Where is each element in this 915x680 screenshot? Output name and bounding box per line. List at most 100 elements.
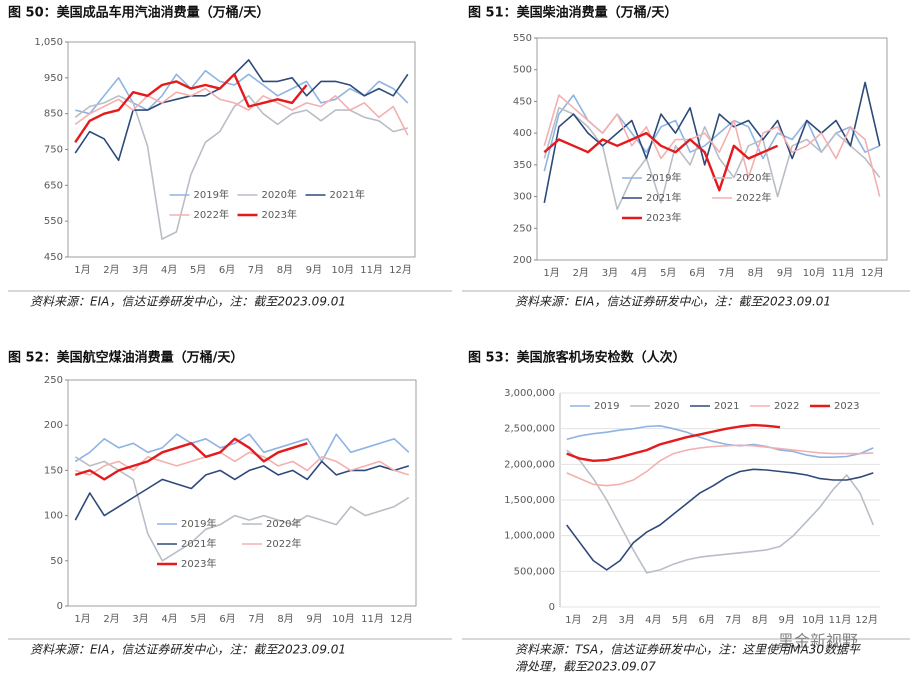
- x-tick-label: 11月: [829, 614, 852, 626]
- x-tick-label: 9月: [306, 264, 322, 276]
- series-line: [75, 69, 409, 115]
- x-tick-label: 12月: [390, 613, 413, 625]
- x-tick-label: 2月: [592, 614, 608, 626]
- legend-label: 2019: [594, 401, 619, 412]
- chart-panel: 图 50：美国成品车用汽油消费量（万桶/天） 资料来源：EIA，信达证券研发中心，…: [8, 5, 452, 309]
- x-tick-label: 4月: [645, 614, 661, 626]
- x-tick-label: 6月: [219, 264, 235, 276]
- source-note: 滑处理，截至2023.09.07: [515, 660, 656, 674]
- x-tick-label: 9月: [778, 614, 794, 626]
- x-tick-label: 2月: [103, 613, 119, 625]
- y-tick-label: 1,500,000: [504, 495, 555, 506]
- series-line: [543, 107, 881, 211]
- legend-label: 2020年: [262, 188, 297, 201]
- x-tick-label: 12月: [861, 267, 884, 279]
- x-tick-label: 1月: [74, 613, 90, 625]
- legend-label: 2021年: [330, 188, 365, 201]
- legend-label: 2023年: [181, 557, 216, 570]
- x-tick-label: 5月: [660, 267, 676, 279]
- legend-label: 2021: [714, 401, 739, 412]
- x-tick-label: 3月: [132, 613, 148, 625]
- plot-frame: [536, 37, 888, 261]
- x-tick-label: 1月: [565, 614, 581, 626]
- series-line: [74, 95, 408, 240]
- y-tick-label: 450: [513, 96, 532, 107]
- x-tick-label: 11月: [360, 264, 383, 276]
- x-tick-label: 1月: [543, 267, 559, 279]
- y-tick-label: 450: [44, 252, 63, 263]
- y-tick-label: 550: [44, 216, 63, 227]
- x-tick-label: 3月: [132, 264, 148, 276]
- chart-title: 图 53：美国旅客机场安检数（人次）: [468, 350, 686, 366]
- series-line: [74, 87, 409, 136]
- series-line: [74, 433, 410, 463]
- series-line: [543, 81, 881, 204]
- x-tick-label: 2月: [573, 267, 589, 279]
- source-note: 资料来源：EIA，信达证券研发中心，注：截至2023.09.01: [30, 643, 346, 657]
- source-note: 资料来源：EIA，信达证券研发中心，注：截至2023.09.01: [30, 295, 346, 309]
- y-tick-label: 950: [44, 73, 63, 84]
- series-line: [566, 449, 875, 574]
- x-tick-label: 10月: [332, 613, 355, 625]
- y-tick-label: 150: [44, 465, 63, 476]
- x-tick-label: 10月: [331, 264, 354, 276]
- legend-label: 2021年: [181, 537, 216, 550]
- y-tick-label: 500: [513, 65, 532, 76]
- legend-label: 2022年: [194, 208, 229, 221]
- x-tick-label: 8月: [748, 267, 764, 279]
- chart-title: 图 52：美国航空煤油消费量（万桶/天）: [8, 350, 243, 366]
- legend-label: 2022年: [266, 537, 301, 550]
- y-tick-label: 200: [44, 420, 63, 431]
- x-tick-label: 8月: [752, 614, 768, 626]
- y-tick-label: 1,050: [34, 37, 63, 48]
- x-tick-label: 3月: [618, 614, 634, 626]
- x-tick-label: 11月: [361, 613, 384, 625]
- y-tick-label: 500,000: [514, 566, 555, 577]
- y-tick-label: 200: [513, 255, 532, 266]
- x-tick-label: 9月: [306, 613, 322, 625]
- series-line: [75, 451, 410, 476]
- series-line: [543, 94, 881, 197]
- series-line: [566, 423, 781, 462]
- watermark: 黑金新视野: [778, 632, 858, 651]
- y-tick-label: 100: [44, 511, 63, 522]
- x-tick-label: 4月: [161, 613, 177, 625]
- x-tick-label: 10月: [802, 614, 825, 626]
- y-tick-label: 1,000,000: [504, 531, 555, 542]
- chart-panel: 图 51：美国柴油消费量（万桶/天） 资料来源：EIA，信达证券研发中心，注：截至…: [462, 5, 910, 309]
- x-tick-label: 7月: [725, 614, 741, 626]
- y-tick-label: 550: [513, 33, 532, 44]
- x-tick-label: 4月: [631, 267, 647, 279]
- legend-label: 2020年: [266, 517, 301, 530]
- x-tick-label: 6月: [698, 614, 714, 626]
- series-line: [543, 131, 779, 192]
- legend-label: 2021年: [646, 191, 681, 204]
- x-tick-label: 8月: [277, 613, 293, 625]
- x-tick-label: 5月: [190, 613, 206, 625]
- legend-label: 2019年: [181, 517, 216, 530]
- x-tick-label: 7月: [248, 613, 264, 625]
- chart-panel: 图 53：美国旅客机场安检数（人次） 资料来源：TSA，信达证券研发中心，注：这里…: [462, 350, 910, 674]
- y-tick-label: 2,500,000: [504, 424, 555, 435]
- y-tick-label: 350: [513, 160, 532, 171]
- y-tick-label: 0: [57, 601, 63, 612]
- chart-panel: 图 52：美国航空煤油消费量（万桶/天） 资料来源：EIA，信达证券研发中心，注：…: [8, 350, 452, 657]
- x-tick-label: 12月: [389, 264, 412, 276]
- y-tick-label: 0: [549, 602, 555, 613]
- y-tick-label: 50: [50, 556, 63, 567]
- x-tick-label: 1月: [74, 264, 90, 276]
- series-line: [74, 456, 410, 562]
- series-line: [543, 94, 881, 172]
- series-line: [74, 437, 308, 481]
- y-tick-label: 3,000,000: [504, 388, 555, 399]
- series-line: [74, 59, 409, 162]
- x-tick-label: 9月: [777, 267, 793, 279]
- x-tick-label: 4月: [161, 264, 177, 276]
- y-tick-label: 250: [44, 375, 63, 386]
- y-tick-label: 300: [513, 192, 532, 203]
- x-tick-label: 10月: [803, 267, 826, 279]
- plot-frame: [67, 379, 417, 607]
- x-tick-label: 5月: [190, 264, 206, 276]
- series-line: [566, 444, 874, 487]
- y-tick-label: 850: [44, 109, 63, 120]
